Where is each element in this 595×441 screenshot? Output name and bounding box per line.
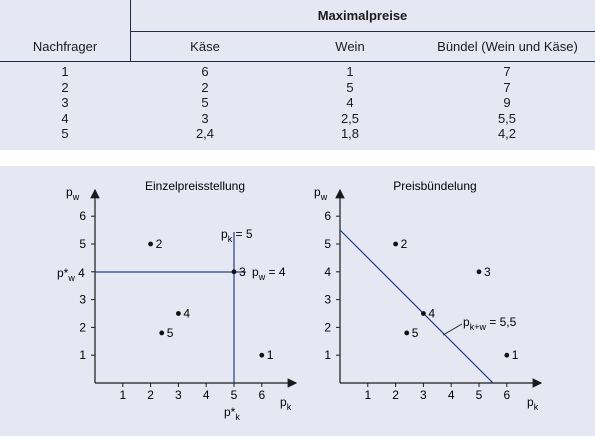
column-header-kaese: Käse	[190, 39, 220, 54]
table-cell-r2-c3: 5	[346, 79, 354, 95]
left-ytick-label-5: 5	[79, 237, 86, 251]
plots-panel: Einzelpreisstellung pw pk 1 2 3 4 6 1 2 3 5 6 pk…	[0, 166, 595, 436]
left-vline-label: pk = 5	[221, 227, 253, 244]
table-cell-r3-c1: 3	[61, 95, 69, 110]
left-xtick-label-2: 2	[147, 388, 154, 402]
right-xtick-label-3: 3	[420, 388, 427, 402]
table-cell-r5-c2: 2,4	[195, 126, 215, 141]
table-cell-r3-c3: 4	[346, 95, 354, 110]
table-cell-r4-c3: 2,5	[340, 110, 360, 126]
left-pstar-w-label: p*w 4	[57, 266, 85, 283]
left-ytick-label-3: 3	[79, 293, 86, 307]
left-pstar-k-label: p*k	[224, 405, 240, 422]
table-cell-r2-c1: 2	[61, 79, 69, 95]
table-cell-r4-c4: 5,5	[497, 110, 517, 126]
table-cell-r1-c1: 1	[61, 64, 69, 79]
table-cell-r1-c3: 1	[346, 64, 354, 79]
right-xtick-label-5: 5	[476, 388, 483, 402]
table-cell-r4-c1: 4	[61, 110, 69, 126]
plots-svg: Einzelpreisstellung pw pk 1 2 3 4 6 1 2 3 5 6 pk…	[57, 179, 543, 422]
right-ytick-label-2: 2	[324, 320, 331, 334]
column-header-nachfrager: Nachfrager	[32, 39, 98, 54]
right-bundle-price-line	[339, 229, 494, 384]
left-plot: Einzelpreisstellung pw pk 1 2 3 4 6 1 2 3 5 6 pk…	[57, 179, 298, 422]
right-ytick-label-5: 5	[324, 237, 331, 251]
right-point-label-5: 5	[412, 326, 419, 340]
right-point-5	[404, 330, 410, 336]
left-point-2	[148, 241, 154, 247]
left-point-label-4: 4	[183, 307, 190, 321]
right-bundle-line-label: pk+w = 5,5	[463, 315, 517, 332]
table-cell-r2-c4: 7	[503, 79, 511, 95]
header-rule	[0, 61, 595, 62]
left-ytick-label-1: 1	[79, 348, 86, 362]
left-xtick-label-6: 6	[258, 388, 265, 402]
right-point-label-1: 1	[512, 348, 519, 362]
table-cell-r5-c3: 1,8	[340, 126, 360, 141]
right-x-axis-label: pk	[527, 395, 539, 412]
table-cell-r1-c2: 6	[201, 64, 209, 79]
right-xtick-label-4: 4	[448, 388, 455, 402]
left-xtick-label-3: 3	[175, 388, 182, 402]
right-point-1	[504, 352, 510, 358]
right-ytick-label-6: 6	[324, 209, 331, 223]
price-table: Maximalpreise Nachfrager Käse Wein Bünde…	[0, 0, 595, 150]
left-point-5	[159, 330, 165, 336]
right-bundle-label-leader	[442, 323, 463, 336]
right-point-3	[476, 269, 482, 275]
table-cell-r5-c1: 5	[61, 126, 69, 141]
left-ytick-label-2: 2	[79, 320, 86, 334]
table-cell-r2-c2: 2	[201, 79, 209, 95]
column-header-buendel: Bündel (Wein und Käse)	[437, 39, 578, 54]
right-point-label-2: 2	[401, 237, 408, 251]
right-y-axis-label: pw	[314, 185, 328, 202]
left-point-label-5: 5	[167, 326, 174, 340]
table-cell-r3-c4: 9	[503, 95, 511, 110]
right-xtick-label-2: 2	[392, 388, 399, 402]
left-xtick-label-4: 4	[203, 388, 210, 402]
table-cell-r4-c2: 3	[201, 110, 209, 126]
group-header-maximalpreise: Maximalpreise	[317, 8, 408, 23]
left-y-axis-label: pw	[66, 185, 80, 202]
left-point-label-2: 2	[156, 237, 163, 251]
right-ytick-label-3: 3	[324, 293, 331, 307]
group-header-rule	[130, 31, 595, 32]
right-point-2	[393, 241, 398, 247]
table-cell-r3-c2: 5	[201, 95, 209, 110]
right-ytick-label-1: 1	[324, 348, 331, 362]
left-xtick-label-1: 1	[119, 388, 126, 402]
right-point-4	[421, 311, 426, 316]
left-plot-title: Einzelpreisstellung	[145, 179, 245, 193]
left-ytick-label-6: 6	[79, 209, 86, 223]
right-ytick-label-4: 4	[324, 265, 331, 279]
left-hline-label: pw = 4	[252, 265, 286, 282]
right-xtick-label-6: 6	[503, 388, 510, 402]
table-cell-r5-c4: 4,2	[497, 126, 517, 141]
left-xtick-5-star: 5	[231, 388, 238, 402]
right-point-label-4: 4	[428, 307, 435, 321]
right-plot-title: Preisbündelung	[393, 179, 476, 193]
left-point-3	[231, 269, 237, 275]
left-point-4	[176, 311, 181, 316]
left-point-label-3: 3	[239, 265, 246, 279]
table-cell-r1-c4: 7	[503, 64, 511, 79]
left-point-1	[259, 352, 265, 358]
right-xtick-label-1: 1	[364, 388, 371, 402]
right-point-label-3: 3	[484, 265, 491, 279]
left-point-label-1: 1	[267, 348, 274, 362]
column-header-wein: Wein	[335, 39, 365, 54]
left-x-axis-label: pk	[280, 395, 292, 412]
